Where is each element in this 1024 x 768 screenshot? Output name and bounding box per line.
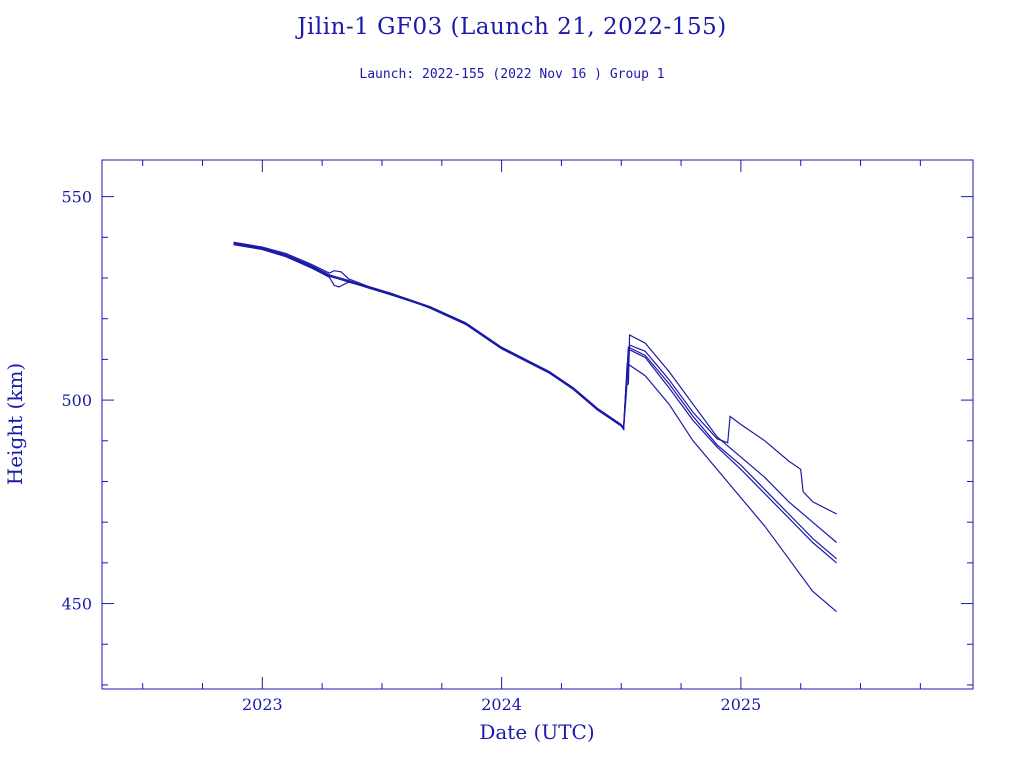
x-tick-label: 2024 (481, 695, 522, 714)
y-axis-label: Height (km) (3, 363, 27, 485)
y-tick-label: 550 (61, 188, 92, 207)
chart-title: Jilin-1 GF03 (Launch 21, 2022-155) (297, 14, 727, 40)
x-axis-label: Date (UTC) (479, 720, 594, 744)
series-line-2 (233, 243, 837, 515)
y-tick-label: 500 (61, 391, 92, 410)
series-group (233, 241, 837, 613)
axis-ticks: 450 500 550 2023 2024 2025 (61, 160, 973, 714)
series-line-1 (233, 241, 837, 543)
series-line-4 (233, 242, 837, 560)
x-tick-label: 2025 (721, 695, 762, 714)
series-line-5 (233, 243, 837, 564)
x-tick-label: 2023 (242, 695, 283, 714)
chart-subtitle: Launch: 2022-155 (2022 Nov 16 ) Group 1 (359, 67, 665, 82)
y-tick-label: 450 (61, 595, 92, 614)
plot-frame (101, 159, 974, 690)
